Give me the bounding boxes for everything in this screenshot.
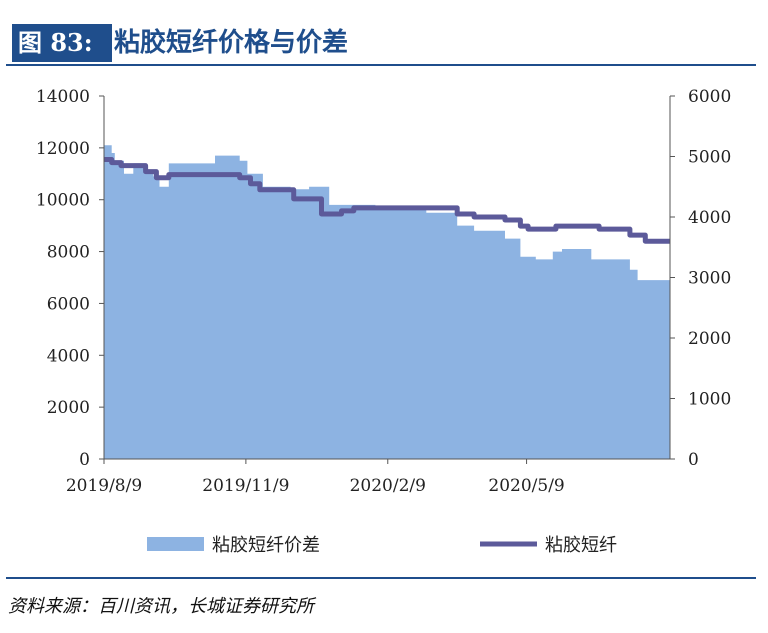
- figure-label: 图 83:: [12, 24, 112, 62]
- chart-title: 粘胶短纤价格与价差: [114, 28, 349, 58]
- left-tick-label: 14000: [36, 87, 90, 107]
- chart: 0 2000 4000 6000 8000 10000 12000 14000 0 1000 200…: [36, 87, 731, 556]
- x-tick-label: 2020/5/9: [488, 476, 564, 496]
- x-tick-label: 2019/8/9: [66, 476, 142, 496]
- right-tick-label: 0: [688, 450, 699, 470]
- left-tick-label: 12000: [36, 139, 90, 159]
- right-tick-label: 1000: [688, 390, 731, 410]
- right-tick-label: 6000: [688, 87, 731, 107]
- legend-swatch-spread: [147, 537, 204, 551]
- right-tick-label: 5000: [688, 148, 731, 168]
- left-tick-label: 10000: [36, 191, 90, 211]
- left-tick-label: 0: [79, 450, 90, 470]
- right-tick-label: 4000: [688, 208, 731, 228]
- series-area-spread: [104, 145, 670, 460]
- right-tick-label: 2000: [688, 329, 731, 349]
- legend-label-spread: 粘胶短纤价差: [212, 535, 320, 556]
- footer-divider: [6, 577, 756, 579]
- series-line-price: [104, 157, 670, 244]
- left-tick-label: 2000: [47, 398, 90, 418]
- left-tick-label: 6000: [47, 294, 90, 314]
- left-tick-label: 4000: [47, 346, 90, 366]
- x-tick-label: 2020/2/9: [350, 476, 426, 496]
- title-bar: 图 83: 粘胶短纤价格与价差: [6, 24, 756, 66]
- legend-label-price: 粘胶短纤: [545, 535, 617, 556]
- source-note: 资料来源：百川资讯，长城证券研究所: [8, 596, 314, 617]
- right-tick-label: 3000: [688, 269, 731, 289]
- x-tick-label: 2019/11/9: [202, 476, 289, 496]
- left-tick-label: 8000: [47, 243, 90, 263]
